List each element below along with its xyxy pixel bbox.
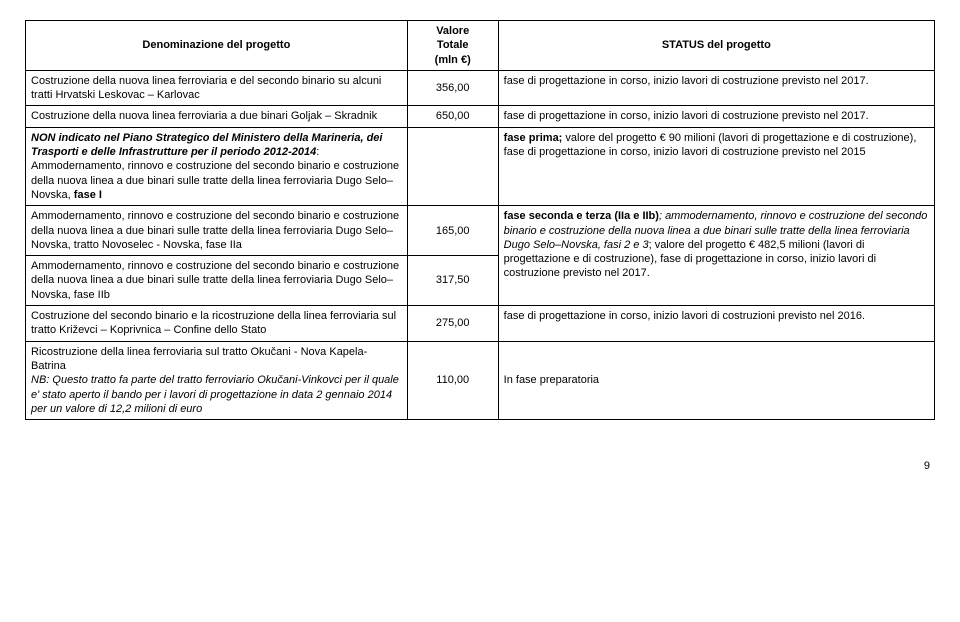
- table-row: Costruzione della nuova linea ferroviari…: [26, 106, 935, 127]
- project-name: Ricostruzione della linea ferroviaria su…: [26, 341, 408, 419]
- header-value-l3: (mln €): [435, 54, 471, 66]
- project-value: 356,00: [407, 70, 498, 106]
- project-name: NON indicato nel Piano Strategico del Mi…: [26, 127, 408, 205]
- fase1-suffix: fase I: [74, 189, 102, 201]
- fase1-prefix: NON indicato nel Piano Strategico del Mi…: [31, 132, 382, 158]
- table-row: Ricostruzione della linea ferroviaria su…: [26, 341, 935, 419]
- header-status: STATUS del progetto: [498, 21, 934, 71]
- project-status: fase di progettazione in corso, inizio l…: [498, 306, 934, 342]
- project-value: 165,00: [407, 206, 498, 256]
- project-status: fase seconda e terza (IIa e IIb); ammode…: [498, 206, 934, 306]
- project-value: 317,50: [407, 256, 498, 306]
- last-line1: Ricostruzione della linea ferroviaria su…: [31, 346, 367, 372]
- project-value: [407, 127, 498, 205]
- project-status: fase prima; valore del progetto € 90 mil…: [498, 127, 934, 205]
- table-row: Costruzione della nuova linea ferroviari…: [26, 70, 935, 106]
- project-status: fase di progettazione in corso, inizio l…: [498, 70, 934, 106]
- last-italic: NB: Questo tratto fa parte del tratto fe…: [31, 374, 399, 415]
- project-status: fase di progettazione in corso, inizio l…: [498, 106, 934, 127]
- project-value: 275,00: [407, 306, 498, 342]
- project-name: Ammodernamento, rinnovo e costruzione de…: [26, 256, 408, 306]
- fase1-status-rest: valore del progetto € 90 milioni (lavori…: [504, 132, 917, 158]
- header-name: Denominazione del progetto: [26, 21, 408, 71]
- project-name: Ammodernamento, rinnovo e costruzione de…: [26, 206, 408, 256]
- project-value: 110,00: [407, 341, 498, 419]
- header-value-l2: Totale: [437, 39, 469, 51]
- table-row: Costruzione del secondo binario e la ric…: [26, 306, 935, 342]
- table-header-row: Denominazione del progetto Valore Totale…: [26, 21, 935, 71]
- project-status: In fase preparatoria: [498, 341, 934, 419]
- project-name: Costruzione del secondo binario e la ric…: [26, 306, 408, 342]
- project-table: Denominazione del progetto Valore Totale…: [25, 20, 935, 420]
- table-row: Ammodernamento, rinnovo e costruzione de…: [26, 206, 935, 256]
- project-value: 650,00: [407, 106, 498, 127]
- fase1-status-bold: fase prima;: [504, 132, 563, 144]
- table-row: NON indicato nel Piano Strategico del Mi…: [26, 127, 935, 205]
- project-name: Costruzione della nuova linea ferroviari…: [26, 106, 408, 127]
- page-number: 9: [25, 460, 935, 472]
- header-value: Valore Totale (mln €): [407, 21, 498, 71]
- header-value-l1: Valore: [436, 25, 469, 37]
- project-name: Costruzione della nuova linea ferroviari…: [26, 70, 408, 106]
- ii-status-bold: fase seconda e terza (IIa e IIb): [504, 210, 659, 222]
